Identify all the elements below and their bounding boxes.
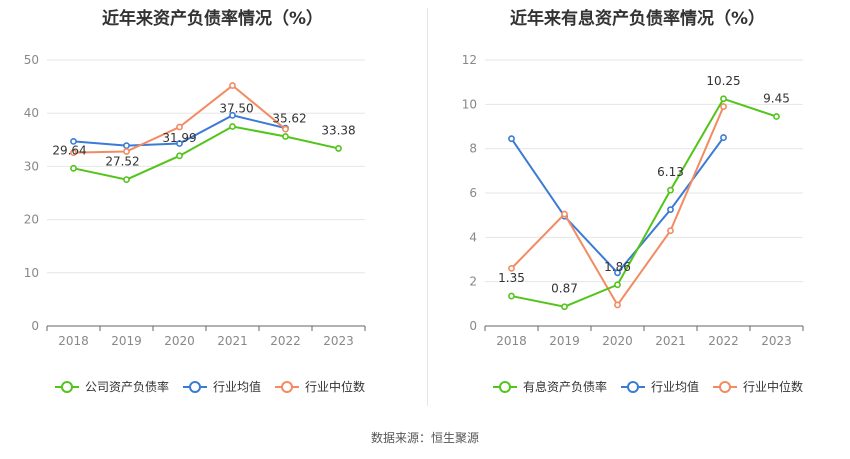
series-line xyxy=(511,97,777,308)
legend-label: 行业中位数 xyxy=(305,379,365,394)
x-tick-label: 2022 xyxy=(270,334,301,348)
x-tick-label: 2023 xyxy=(323,334,354,348)
data-point xyxy=(614,301,621,309)
y-tick-label: 10 xyxy=(24,266,39,280)
legend-swatch-marker xyxy=(61,381,73,393)
data-source-label: 数据来源：恒生聚源 xyxy=(370,431,479,445)
data-point xyxy=(335,145,342,152)
chart-title: 近年来资产负债率情况（%） xyxy=(101,9,324,29)
data-label: 27.52 xyxy=(105,155,139,169)
data-point xyxy=(176,152,183,160)
data-point xyxy=(229,82,236,89)
legend-swatch-marker xyxy=(627,381,639,393)
data-point xyxy=(123,148,130,155)
y-tick-label: 40 xyxy=(24,106,39,120)
y-tick-label: 2 xyxy=(469,275,477,289)
y-tick-label: 4 xyxy=(469,230,477,244)
data-point xyxy=(667,206,674,214)
data-label: 31.99 xyxy=(162,131,196,145)
data-point xyxy=(282,125,289,133)
x-tick-label: 2021 xyxy=(217,334,248,348)
data-point xyxy=(70,137,77,145)
chart-debt-ratio: 0 10 20 30 40 50 2018 2019 2020 2021 2022 2023 29.64… xyxy=(24,53,366,394)
legend-label: 行业均值 xyxy=(651,379,699,394)
data-label: 33.38 xyxy=(321,123,355,137)
data-label: 0.87 xyxy=(551,282,578,296)
chart-interest-debt-ratio: 0 2 4 6 8 10 12 2018 2019 2020 2021 2022 2023 1.35 0.8… xyxy=(462,53,804,394)
x-tick-label: 2020 xyxy=(164,334,195,348)
chart-panel-interest-debt-ratio: 近年来有息资产负债率情况（%） 0 2 4 6 8 10 12 2018 2019 2020 202… xyxy=(425,0,850,410)
data-point xyxy=(614,269,621,277)
y-tick-label: 20 xyxy=(24,213,39,227)
data-point xyxy=(561,303,568,311)
data-point xyxy=(282,133,289,140)
y-tick-label: 30 xyxy=(24,159,39,173)
data-point xyxy=(229,111,236,119)
data-label: 9.45 xyxy=(763,92,790,106)
data-label: 37.50 xyxy=(219,102,253,116)
y-tick-label: 6 xyxy=(469,186,477,200)
x-tick-label: 2018 xyxy=(496,334,527,348)
y-tick-label: 8 xyxy=(469,142,477,156)
legend-label: 公司资产负债率 xyxy=(85,379,169,394)
data-point xyxy=(667,186,674,194)
data-label: 29.64 xyxy=(52,143,86,157)
data-point xyxy=(176,140,183,147)
data-point xyxy=(70,164,77,172)
series-line xyxy=(510,136,725,275)
y-tick-label: 10 xyxy=(462,97,477,111)
data-point xyxy=(614,281,621,289)
x-tick-label: 2022 xyxy=(708,334,739,348)
x-tick-label: 2023 xyxy=(761,334,792,348)
data-point xyxy=(508,264,515,272)
data-point xyxy=(123,142,130,150)
data-label: 10.25 xyxy=(706,74,740,88)
y-tick-label: 50 xyxy=(24,53,39,67)
y-tick-label: 12 xyxy=(462,53,477,67)
series-line xyxy=(73,125,339,181)
chart-title: 近年来有息资产负债率情况（%） xyxy=(509,9,766,29)
x-tick-label: 2018 xyxy=(58,334,89,348)
data-point xyxy=(561,210,568,218)
x-tick-label: 2020 xyxy=(602,334,633,348)
chart-panel-debt-ratio: 近年来资产负债率情况（%） 0 10 20 30 40 50 2018 2019 2020 202… xyxy=(0,0,425,410)
data-point xyxy=(70,149,77,156)
data-label: 1.86 xyxy=(604,260,631,274)
data-label: 35.62 xyxy=(272,112,306,126)
legend-swatch-marker xyxy=(499,381,511,393)
panel-divider xyxy=(427,8,428,406)
data-point xyxy=(773,113,780,120)
data-label: 6.13 xyxy=(657,165,684,179)
data-point xyxy=(720,95,727,103)
legend-swatch-marker xyxy=(281,381,293,393)
legend-swatch-marker xyxy=(189,381,201,393)
data-point xyxy=(508,135,515,143)
y-tick-label: 0 xyxy=(469,319,477,333)
data-point xyxy=(508,292,515,300)
legend-label: 有息资产负债率 xyxy=(523,379,607,394)
data-point xyxy=(720,134,727,141)
legend-label: 行业中位数 xyxy=(743,379,803,394)
data-point xyxy=(123,176,130,183)
data-point xyxy=(667,227,674,235)
y-tick-label: 0 xyxy=(31,319,39,333)
x-tick-label: 2021 xyxy=(655,334,686,348)
legend-label: 行业均值 xyxy=(213,379,261,394)
data-point xyxy=(720,103,727,110)
data-point xyxy=(176,123,183,131)
x-tick-label: 2019 xyxy=(549,334,580,348)
data-label: 1.35 xyxy=(498,271,525,285)
legend-swatch-marker xyxy=(719,381,731,393)
data-point xyxy=(229,123,236,130)
x-tick-label: 2019 xyxy=(111,334,142,348)
